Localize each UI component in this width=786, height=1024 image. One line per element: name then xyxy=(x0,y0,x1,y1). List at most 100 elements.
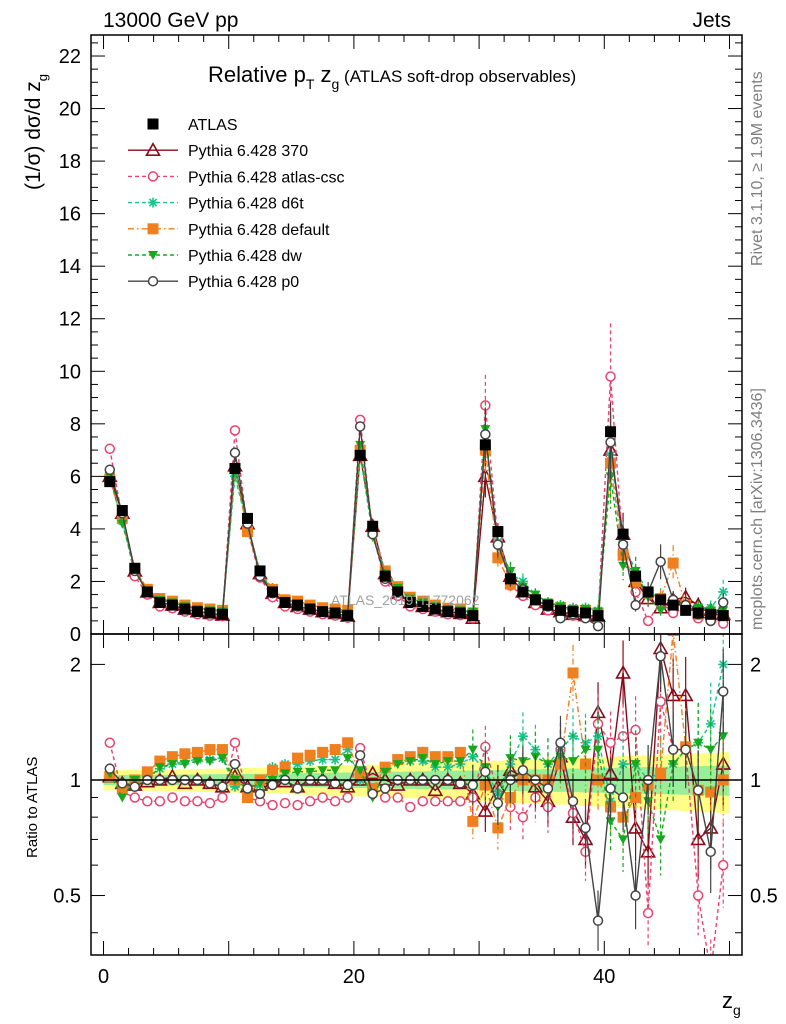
marker-ratio-pythia-6-428-dw xyxy=(330,766,341,776)
marker-ratio-pythia-6-428-atlas-csc xyxy=(317,792,328,803)
marker-main-atlas xyxy=(404,596,416,608)
marker-ratio-pythia-6-428-default xyxy=(367,783,379,795)
ratio-plot-frame xyxy=(90,633,743,956)
marker-ratio-pythia-6-428-atlas-csc xyxy=(642,907,654,919)
marker-ratio-pythia-6-428-default xyxy=(241,792,253,804)
marker-ratio-pythia-6-428-default xyxy=(304,749,316,761)
marker-ratio-pythia-6-428-dw xyxy=(154,763,165,773)
marker-main-pythia-6-428-dw xyxy=(655,606,666,616)
marker-main-pythia-6-428-p0 xyxy=(605,436,616,448)
marker-ratio-pythia-6-428-atlas-csc xyxy=(517,811,529,823)
ratio-tick-label-left: 2 xyxy=(70,654,81,676)
marker-ratio-pythia-6-428-atlas-csc xyxy=(455,796,466,807)
marker-ratio-pythia-6-428-dw xyxy=(317,766,328,776)
axis-ticks xyxy=(91,35,742,955)
marker-main-atlas xyxy=(642,586,654,598)
y-axis-label-main: (1/σ) dσ/d z xyxy=(22,81,45,190)
series-layer xyxy=(101,323,732,955)
marker-ratio-pythia-6-428-atlas-csc xyxy=(655,696,666,707)
marker-ratio-pythia-6-428-default xyxy=(166,751,178,763)
legend-entry-atlas: ATLAS xyxy=(147,117,238,134)
y-axis-label: (1/σ) dσ/d zg xyxy=(22,74,50,190)
y-tick-label: 16 xyxy=(59,204,81,226)
marker-main-atlas xyxy=(267,586,279,598)
marker-ratio-pythia-6-428-d6t xyxy=(517,731,528,742)
marker-main-atlas xyxy=(655,594,667,606)
marker-ratio-pythia-6-428-p0 xyxy=(605,783,616,794)
marker-main-atlas xyxy=(692,607,704,619)
marker-ratio-pythia-6-428-atlas-csc xyxy=(167,792,178,803)
legend-label-pythia-6-428-atlas-csc: Pythia 6.428 atlas-csc xyxy=(188,169,345,186)
plot-title: Relative pT zg (ATLAS soft-drop observab… xyxy=(208,62,576,92)
marker-main-pythia-6-428-atlas-csc xyxy=(104,443,116,455)
marker-ratio-pythia-6-428-dw xyxy=(355,766,366,776)
y-axis-label-sub: g xyxy=(35,74,50,81)
marker-main-atlas xyxy=(429,603,441,615)
marker-main-atlas xyxy=(166,599,178,611)
legend-entry-pythia-6-428-atlas-csc: Pythia 6.428 atlas-csc xyxy=(128,169,345,186)
marker-ratio-pythia-6-428-dw xyxy=(442,757,453,767)
marker-ratio-pythia-6-428-p0 xyxy=(242,783,253,794)
marker-ratio-pythia-6-428-default xyxy=(429,751,441,763)
marker-ratio-pythia-6-428-atlas-csc xyxy=(442,796,454,807)
marker-ratio-pythia-6-428-p0 xyxy=(717,686,729,697)
marker-ratio-pythia-6-428-atlas-csc xyxy=(404,801,416,813)
marker-ratio-pythia-6-428-dw xyxy=(217,754,228,764)
marker-ratio-pythia-6-428-default xyxy=(567,667,579,679)
marker-main-atlas xyxy=(617,528,629,540)
marker-main-atlas xyxy=(592,610,604,622)
marker-ratio-pythia-6-428-370 xyxy=(364,765,381,780)
marker-ratio-pythia-6-428-atlas-csc xyxy=(692,890,704,901)
marker-main-atlas xyxy=(216,608,228,620)
marker-ratio-pythia-6-428-p0 xyxy=(204,778,216,789)
marker-main-atlas xyxy=(504,573,516,585)
marker-main-atlas xyxy=(454,607,466,619)
marker-ratio-pythia-6-428-p0 xyxy=(367,788,378,800)
header-right-text: Jets xyxy=(692,9,731,32)
marker-main-atlas xyxy=(191,606,203,618)
marker-ratio-pythia-6-428-p0 xyxy=(617,792,629,803)
marker-ratio-pythia-6-428-p0 xyxy=(292,783,303,794)
marker-ratio-pythia-6-428-atlas-csc xyxy=(630,724,641,736)
marker-ratio-pythia-6-428-dw xyxy=(655,835,666,845)
marker-main-atlas xyxy=(317,606,329,618)
marker-ratio-pythia-6-428-default xyxy=(317,746,329,758)
marker-main-atlas xyxy=(392,586,404,598)
legend-entry-pythia-6-428-dw: Pythia 6.428 dw xyxy=(128,248,302,265)
marker-main-pythia-6-428-p0 xyxy=(354,421,366,432)
marker-ratio-pythia-6-428-dw xyxy=(630,760,641,770)
legend-marker-pythia-6-428-p0 xyxy=(147,275,159,287)
marker-main-atlas xyxy=(680,604,692,616)
marker-ratio-pythia-6-428-p0 xyxy=(680,744,691,755)
marker-ratio-pythia-6-428-default xyxy=(630,792,642,804)
legend-entry-pythia-6-428-default: Pythia 6.428 default xyxy=(128,222,330,239)
marker-ratio-pythia-6-428-default xyxy=(404,751,416,763)
y-tick-label: 22 xyxy=(59,46,81,68)
y-tick-label: 18 xyxy=(59,151,81,173)
marker-main-atlas xyxy=(279,596,291,608)
marker-main-pythia-6-428-default xyxy=(667,557,679,569)
title-main: Relative p xyxy=(208,62,306,87)
legend-entry-pythia-6-428-d6t: Pythia 6.428 d6t xyxy=(128,196,304,213)
marker-main-atlas xyxy=(342,610,354,622)
marker-ratio-pythia-6-428-dw xyxy=(167,760,178,770)
y-tick-label: 2 xyxy=(70,571,81,593)
x-tick-label: 20 xyxy=(343,966,365,988)
marker-ratio-pythia-6-428-default xyxy=(292,752,304,764)
marker-ratio-pythia-6-428-p0 xyxy=(379,783,391,794)
mcplots-reference-text: mcplots.cern.ch [arXiv:1306.3436] xyxy=(749,388,766,630)
marker-main-pythia-6-428-default xyxy=(116,512,128,524)
marker-ratio-pythia-6-428-p0 xyxy=(667,744,679,755)
marker-main-atlas xyxy=(580,607,592,619)
marker-ratio-pythia-6-428-atlas-csc xyxy=(279,797,291,809)
marker-main-atlas xyxy=(141,586,153,598)
title-zg: z xyxy=(314,62,331,87)
marker-ratio-pythia-6-428-370 xyxy=(615,664,631,679)
series-main-atlas xyxy=(104,426,729,622)
marker-main-pythia-6-428-p0 xyxy=(492,539,504,550)
marker-ratio-pythia-6-428-p0 xyxy=(705,846,716,858)
marker-ratio-pythia-6-428-atlas-csc xyxy=(717,859,729,871)
x-tick-label: 40 xyxy=(593,966,615,988)
marker-ratio-pythia-6-428-dw xyxy=(117,793,128,803)
